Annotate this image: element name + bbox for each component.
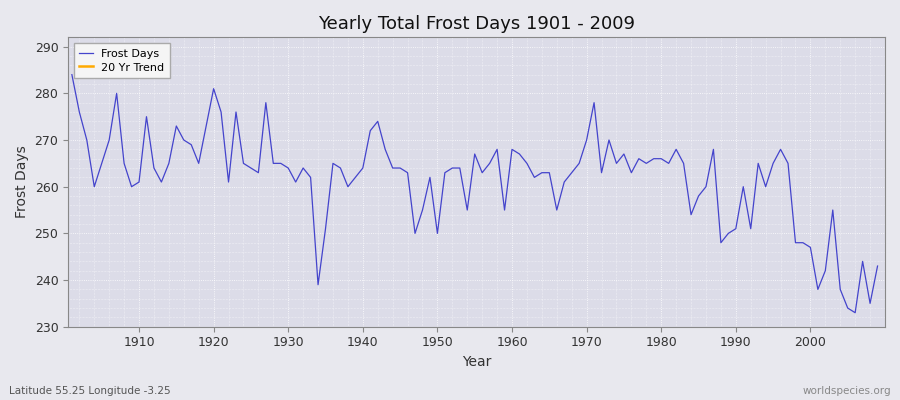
Frost Days: [335, 166, 346, 170]
Title: Yearly Total Frost Days 1901 - 2009: Yearly Total Frost Days 1901 - 2009: [318, 15, 635, 33]
Text: worldspecies.org: worldspecies.org: [803, 386, 891, 396]
Text: Latitude 55.25 Longitude -3.25: Latitude 55.25 Longitude -3.25: [9, 386, 171, 396]
Frost Days: [291, 180, 302, 184]
Y-axis label: Frost Days: Frost Days: [15, 146, 29, 218]
Frost Days: [596, 170, 607, 175]
Frost Days: [67, 72, 77, 77]
Frost Days: [507, 147, 517, 152]
Frost Days: [126, 184, 137, 189]
Frost Days: [500, 208, 510, 212]
X-axis label: Year: Year: [462, 355, 491, 369]
Frost Days: [872, 264, 883, 268]
Line: Frost Days: Frost Days: [72, 75, 878, 313]
Legend: Frost Days, 20 Yr Trend: Frost Days, 20 Yr Trend: [74, 43, 170, 78]
Frost Days: [850, 310, 860, 315]
